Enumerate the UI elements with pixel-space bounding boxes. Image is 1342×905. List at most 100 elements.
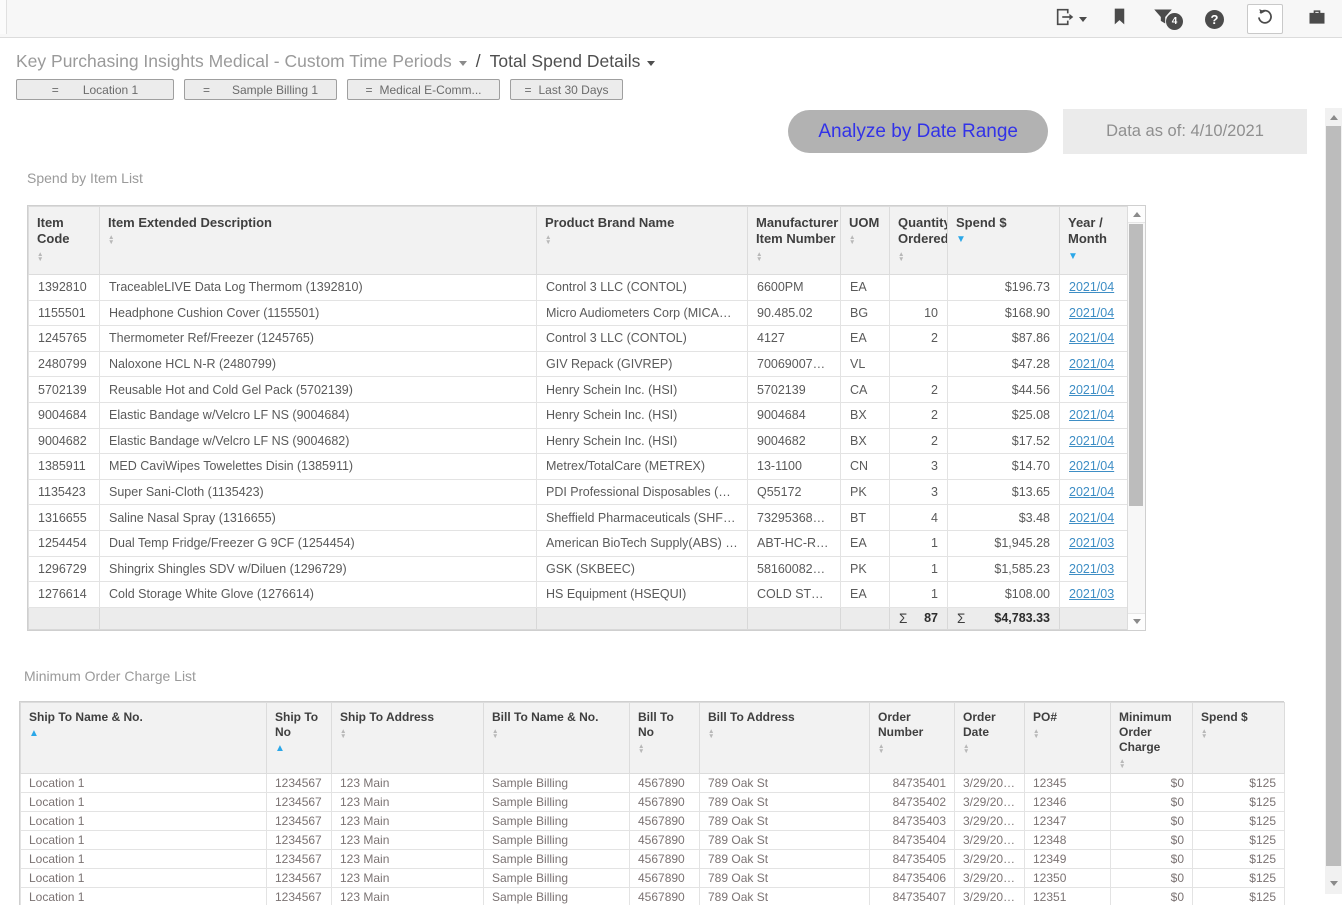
spend-table-row[interactable]: 5702139 Reusable Hot and Cold Gel Pack (… [29, 377, 1129, 403]
filter-chip[interactable]: = Last 30 Days [510, 79, 623, 100]
year-month-link[interactable]: 2021/03 [1069, 562, 1114, 576]
year-month-link[interactable]: 2021/04 [1069, 511, 1114, 525]
column-header[interactable]: Bill To No [630, 702, 700, 773]
spend-table-row[interactable]: 1296729 Shingrix Shingles SDV w/Diluen (… [29, 556, 1129, 582]
filter-button[interactable]: 4 [1152, 6, 1174, 32]
sort-icon[interactable] [37, 252, 43, 262]
column-header[interactable]: Minimum Order Charge [1111, 702, 1193, 773]
sort-icon[interactable] [1119, 759, 1125, 769]
column-header[interactable]: Ship To No [267, 702, 332, 773]
column-header[interactable]: Spend $ [948, 207, 1060, 275]
scrollbar-thumb[interactable] [1129, 224, 1143, 506]
year-month-link[interactable]: 2021/04 [1069, 357, 1114, 371]
min-order-table-row[interactable]: Location 1 1234567 123 Main Sample Billi… [21, 773, 1285, 792]
year-month-link[interactable]: 2021/04 [1069, 383, 1114, 397]
year-month-link[interactable]: 2021/04 [1069, 459, 1114, 473]
spend-table-row[interactable]: 1392810 TraceableLIVE Data Log Thermom (… [29, 275, 1129, 301]
column-header[interactable]: Bill To Address [700, 702, 870, 773]
scroll-down-button[interactable] [1325, 876, 1342, 890]
spend-table-row[interactable]: 2480799 Naloxone HCL N-R (2480799) GIV R… [29, 351, 1129, 377]
year-month-link[interactable]: 2021/04 [1069, 434, 1114, 448]
spend-table-row[interactable]: 9004682 Elastic Bandage w/Velcro LF NS (… [29, 428, 1129, 454]
column-header[interactable]: Item Extended Description [100, 207, 537, 275]
year-month-link[interactable]: 2021/04 [1069, 280, 1114, 294]
sort-icon[interactable] [545, 235, 551, 245]
year-month-link[interactable]: 2021/03 [1069, 536, 1114, 550]
refresh-button[interactable] [1247, 4, 1283, 34]
page-title-dropdown[interactable]: Total Spend Details [490, 51, 656, 72]
filter-chip[interactable]: = Sample Billing 1 [184, 79, 337, 100]
sidebar-collapse-handle[interactable] [0, 0, 7, 34]
min-order-table-row[interactable]: Location 1 1234567 123 Main Sample Billi… [21, 887, 1285, 905]
column-header[interactable]: Bill To Name & No. [484, 702, 630, 773]
sort-icon[interactable] [878, 744, 884, 754]
column-header[interactable]: Order Number [870, 702, 955, 773]
spend-table-row[interactable]: 9004684 Elastic Bandage w/Velcro LF NS (… [29, 402, 1129, 428]
sort-icon[interactable] [638, 744, 644, 754]
spend-table-row[interactable]: 1316655 Saline Nasal Spray (1316655) She… [29, 505, 1129, 531]
sort-icon[interactable] [1201, 729, 1207, 739]
year-month-link[interactable]: 2021/03 [1069, 587, 1114, 601]
min-order-table-row[interactable]: Location 1 1234567 123 Main Sample Billi… [21, 868, 1285, 887]
year-month-link[interactable]: 2021/04 [1069, 485, 1114, 499]
column-header[interactable]: Ship To Name & No. [21, 702, 267, 773]
spend-table-row[interactable]: 1155501 Headphone Cushion Cover (1155501… [29, 300, 1129, 326]
column-header[interactable]: Order Date [955, 702, 1025, 773]
column-header[interactable]: Product Brand Name [537, 207, 748, 275]
column-header[interactable]: UOM [841, 207, 890, 275]
spend-table-scrollbar[interactable] [1127, 206, 1145, 630]
scroll-up-button[interactable] [1128, 206, 1145, 223]
filter-value: Medical E-Comm... [379, 83, 481, 97]
cell-item-description: Elastic Bandage w/Velcro LF NS (9004682) [100, 428, 537, 454]
sort-icon[interactable] [849, 235, 855, 245]
sort-icon[interactable] [275, 744, 285, 754]
sort-icon[interactable] [963, 744, 969, 754]
filter-chip[interactable]: = Medical E-Comm... [347, 79, 500, 100]
year-month-link[interactable]: 2021/04 [1069, 331, 1114, 345]
sort-icon[interactable] [756, 252, 762, 262]
scroll-up-button[interactable] [1325, 110, 1342, 124]
column-header[interactable]: Ship To Address [332, 702, 484, 773]
spend-table-row[interactable]: 1245765 Thermometer Ref/Freezer (1245765… [29, 326, 1129, 352]
sort-icon[interactable] [340, 729, 346, 739]
cell-order-number: 84735404 [870, 830, 955, 849]
column-header[interactable]: Spend $ [1193, 702, 1285, 773]
cell-quantity-ordered [890, 351, 948, 377]
min-order-table-row[interactable]: Location 1 1234567 123 Main Sample Billi… [21, 849, 1285, 868]
sort-icon[interactable] [1033, 729, 1039, 739]
spend-table-row[interactable]: 1254454 Dual Temp Fridge/Freezer G 9CF (… [29, 530, 1129, 556]
sort-icon[interactable] [29, 729, 39, 739]
column-header[interactable]: Manufacturer Item Number [748, 207, 841, 275]
column-header[interactable]: Year / Month [1060, 207, 1129, 275]
scrollbar-thumb[interactable] [1326, 126, 1341, 866]
bookmark-button[interactable] [1110, 6, 1129, 32]
analyze-by-date-range-button[interactable]: Analyze by Date Range [788, 110, 1048, 153]
sort-icon[interactable] [898, 252, 904, 262]
report-title-dropdown[interactable]: Key Purchasing Insights Medical - Custom… [16, 51, 467, 72]
year-month-link[interactable]: 2021/04 [1069, 408, 1114, 422]
column-header[interactable]: Quantity Ordered [890, 207, 948, 275]
sort-icon[interactable] [956, 235, 966, 245]
cell-item-description: Thermometer Ref/Freezer (1245765) [100, 326, 537, 352]
column-header[interactable]: Item Code [29, 207, 100, 275]
year-month-link[interactable]: 2021/04 [1069, 306, 1114, 320]
sort-icon[interactable] [492, 729, 498, 739]
min-order-table-row[interactable]: Location 1 1234567 123 Main Sample Billi… [21, 811, 1285, 830]
min-order-table-row[interactable]: Location 1 1234567 123 Main Sample Billi… [21, 830, 1285, 849]
export-button[interactable] [1054, 6, 1087, 33]
sort-icon[interactable] [1068, 252, 1078, 262]
page-scrollbar[interactable] [1325, 108, 1342, 894]
spend-table-row[interactable]: 1135423 Super Sani-Cloth (1135423) PDI P… [29, 479, 1129, 505]
min-order-table-row[interactable]: Location 1 1234567 123 Main Sample Billi… [21, 792, 1285, 811]
filter-chip[interactable]: = Location 1 [16, 79, 174, 100]
spend-table-row[interactable]: 1385911 MED CaviWipes Towelettes Disin (… [29, 454, 1129, 480]
spend-table-row[interactable]: 1276614 Cold Storage White Glove (127661… [29, 582, 1129, 608]
cell-spend: $14.70 [948, 454, 1060, 480]
column-header[interactable]: PO# [1025, 702, 1111, 773]
cell-min-order-charge: $0 [1111, 830, 1193, 849]
briefcase-button[interactable] [1306, 7, 1328, 32]
sort-icon[interactable] [708, 729, 714, 739]
scroll-down-button[interactable] [1128, 613, 1145, 630]
help-button[interactable]: ? [1205, 10, 1224, 29]
sort-icon[interactable] [108, 235, 114, 245]
